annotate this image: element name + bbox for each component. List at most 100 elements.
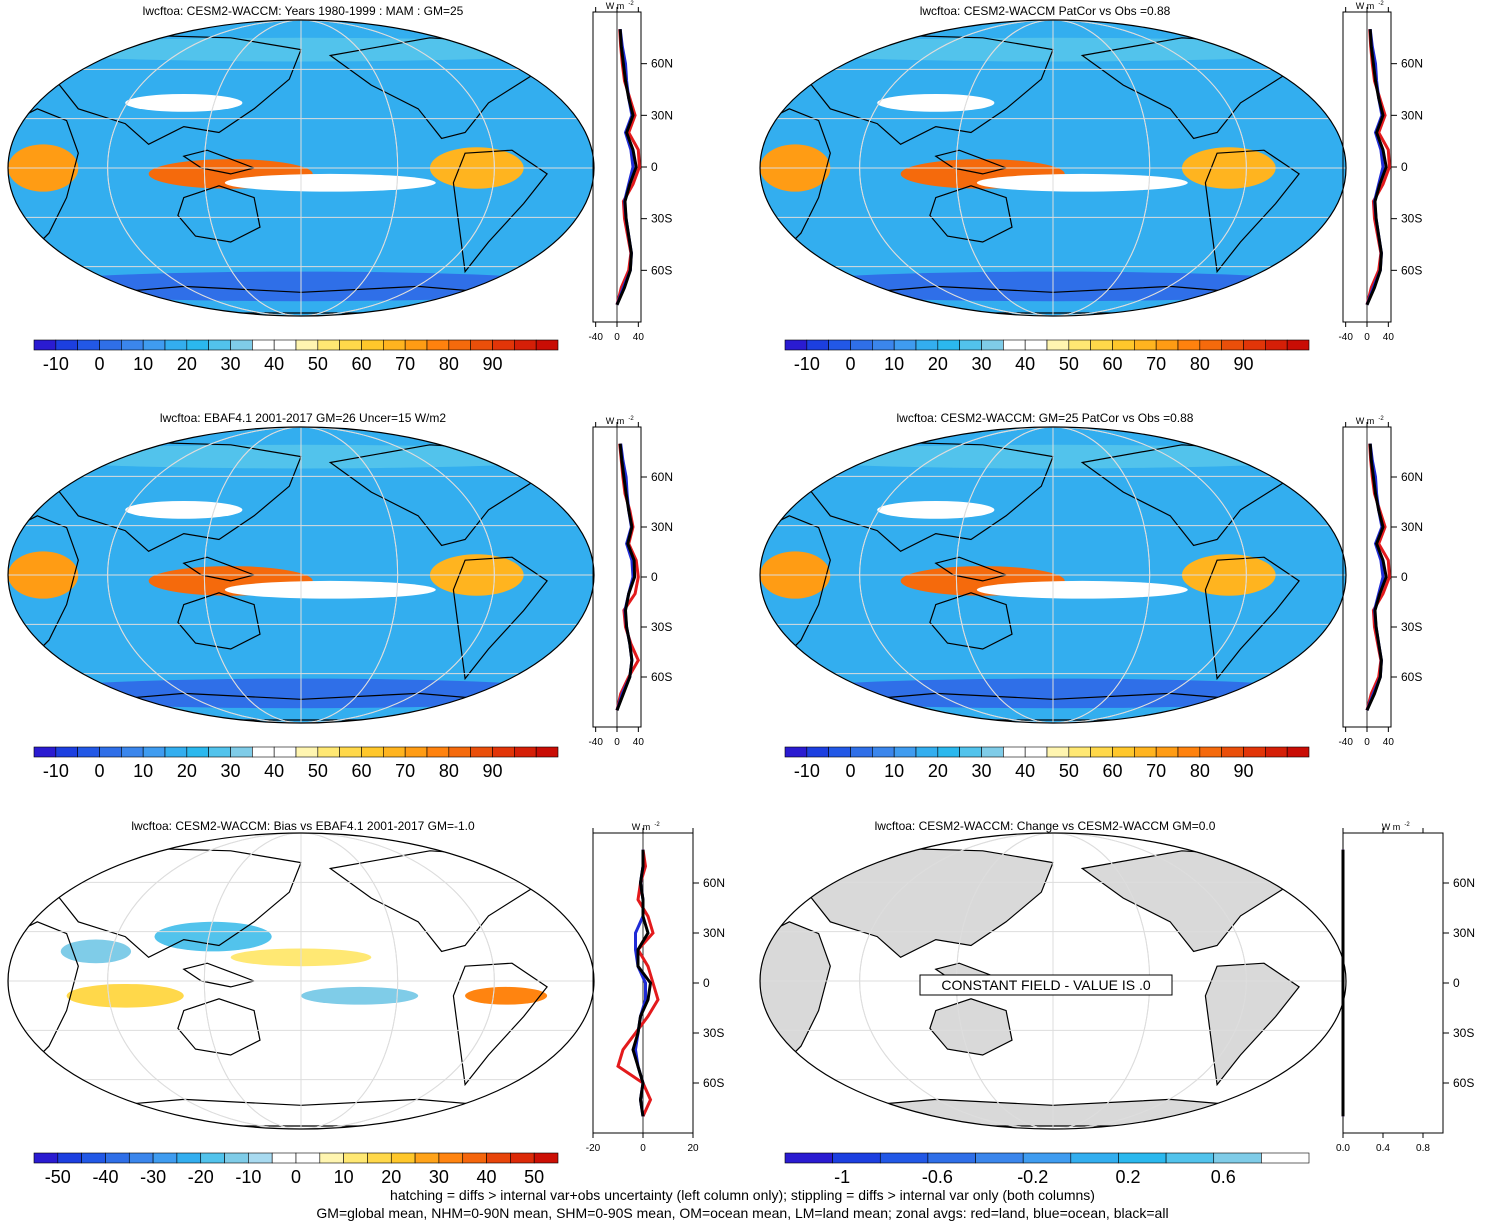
zonal-plot-2: 60N 30N 0 30S 60S -40 0 40 W m -2: [1338, 1, 1423, 343]
map-border: [7, 426, 595, 724]
colorbar-swatch: [208, 746, 231, 758]
zonal-plot-3: 60N 30N 0 30S 60S -40 0 40 W m -2: [588, 416, 673, 748]
colorbar-swatch: [438, 1152, 464, 1164]
colorbar-swatch: [186, 746, 209, 758]
colorbar-swatch: [77, 746, 100, 758]
colorbar-swatch: [937, 746, 960, 758]
colorbar-label: 50: [308, 354, 328, 374]
field-feature: [224, 173, 436, 192]
colorbar-swatch: [295, 746, 319, 758]
colorbar-label: 80: [1190, 761, 1210, 781]
coastline-austr: [929, 998, 1013, 1056]
colorbar-swatch: [535, 339, 559, 351]
colorbar-swatch: [872, 339, 895, 351]
coastline-austr: [929, 592, 1013, 650]
colorbar-swatch: [200, 1152, 225, 1164]
x-tick-label: -40: [1338, 737, 1353, 748]
colorbar-label: -30: [140, 1167, 166, 1187]
x-tick-label: 0.4: [1376, 1143, 1390, 1154]
colorbar-swatch: [879, 1152, 929, 1164]
colorbar-swatch: [208, 339, 231, 351]
gridline-lon: [955, 20, 1151, 316]
x-tick-label: -40: [588, 737, 603, 748]
zonal-all-line: [615, 29, 638, 306]
lat-label: 30S: [1453, 1026, 1474, 1040]
colorbar-swatch: [414, 1152, 440, 1164]
colorbar-swatch: [339, 746, 362, 758]
colorbar-swatch: [492, 339, 515, 351]
zonal-plot-1: 60N 30N 0 30S 60S -40 0 40 W m -2: [588, 1, 673, 343]
colorbar-swatch: [893, 339, 917, 351]
colorbar-swatch: [176, 1152, 202, 1164]
units-exponent: -2: [628, 1, 634, 7]
colorbar-swatch: [448, 339, 471, 351]
colorbar-swatch: [514, 339, 537, 351]
colorbar-label: -1: [834, 1167, 850, 1187]
colorbar-swatch: [1090, 746, 1113, 758]
coastline-asia: [794, 441, 1054, 553]
colorbar-swatch: [164, 746, 188, 758]
coastline-austr: [177, 592, 261, 650]
lat-label: 0: [1401, 570, 1408, 584]
colorbar-swatch: [271, 1152, 297, 1164]
colorbar-label: 20: [928, 761, 948, 781]
colorbar-label: 70: [1146, 354, 1166, 374]
units-exponent: -2: [1378, 1, 1384, 7]
colorbar-swatch: [142, 339, 166, 351]
units-exponent: -2: [628, 416, 634, 422]
colorbar-label: 50: [1059, 761, 1079, 781]
colorbar-label: 0: [845, 354, 855, 374]
field-feature: [976, 173, 1188, 192]
colorbar-label: 10: [884, 761, 904, 781]
colorbar-swatch: [128, 1152, 154, 1164]
x-tick-label: 0: [640, 1143, 646, 1154]
colorbar-5: -50 -40 -30 -20 -10 0 10 20 30 40 50: [33, 1152, 559, 1187]
field-feature: [301, 986, 419, 1005]
x-tick-label: 20: [687, 1143, 699, 1154]
colorbar-swatch: [470, 339, 493, 351]
lat-label: 30N: [703, 926, 725, 940]
x-tick-label: -40: [1338, 332, 1353, 343]
colorbar-swatch: [230, 746, 253, 758]
lat-label: 30N: [1401, 108, 1423, 122]
field-feature: [877, 94, 995, 112]
colorbar-label: 10: [334, 1167, 354, 1187]
units-label: W m: [1356, 416, 1375, 426]
x-tick-label: -40: [588, 332, 603, 343]
colorbar-swatch: [1134, 746, 1157, 758]
colorbar-swatch: [295, 339, 319, 351]
colorbar-swatch: [937, 339, 960, 351]
lat-label: 60N: [703, 876, 725, 890]
map-panel-4: lwcftoa: CESM2-WACCM: GM=25 PatCor vs Ob…: [759, 411, 1347, 724]
colorbar-swatch: [1177, 339, 1201, 351]
field-feature: [976, 580, 1188, 599]
colorbar-swatch: [1261, 1152, 1310, 1164]
colorbar-swatch: [1155, 339, 1179, 351]
lat-label: 0: [1401, 160, 1408, 174]
zonal-all-line: [1365, 29, 1388, 306]
zonal-plot-6: 60N 30N 0 30S 60S 0.0 0.4 0.8 W m -2: [1336, 822, 1475, 1154]
colorbar-swatch: [55, 746, 78, 758]
field-feature: [465, 986, 548, 1005]
colorbar-swatch: [927, 1152, 976, 1164]
coastline-austr: [177, 185, 261, 243]
colorbar-swatch: [959, 339, 982, 351]
colorbar-swatch: [361, 746, 384, 758]
map-border: [759, 832, 1347, 1130]
colorbar-label: 0.2: [1115, 1167, 1140, 1187]
colorbar-swatch: [295, 1152, 321, 1164]
colorbar-label: 20: [381, 1167, 401, 1187]
colorbar-label: 10: [133, 761, 153, 781]
colorbar-swatch: [1118, 1152, 1167, 1164]
colorbar-swatch: [33, 339, 57, 351]
colorbar-label: 30: [971, 354, 991, 374]
colorbar-label: 40: [1015, 354, 1035, 374]
colorbar-swatch: [390, 1152, 416, 1164]
colorbar-swatch: [915, 339, 939, 351]
colorbar-swatch: [343, 1152, 368, 1164]
colorbar-swatch: [535, 746, 559, 758]
map-border: [759, 426, 1347, 724]
lat-label: 30N: [651, 108, 673, 122]
panel-title: lwcftoa: CESM2-WACCM: Change vs CESM2-WA…: [875, 819, 1216, 833]
colorbar-label: 40: [1015, 761, 1035, 781]
